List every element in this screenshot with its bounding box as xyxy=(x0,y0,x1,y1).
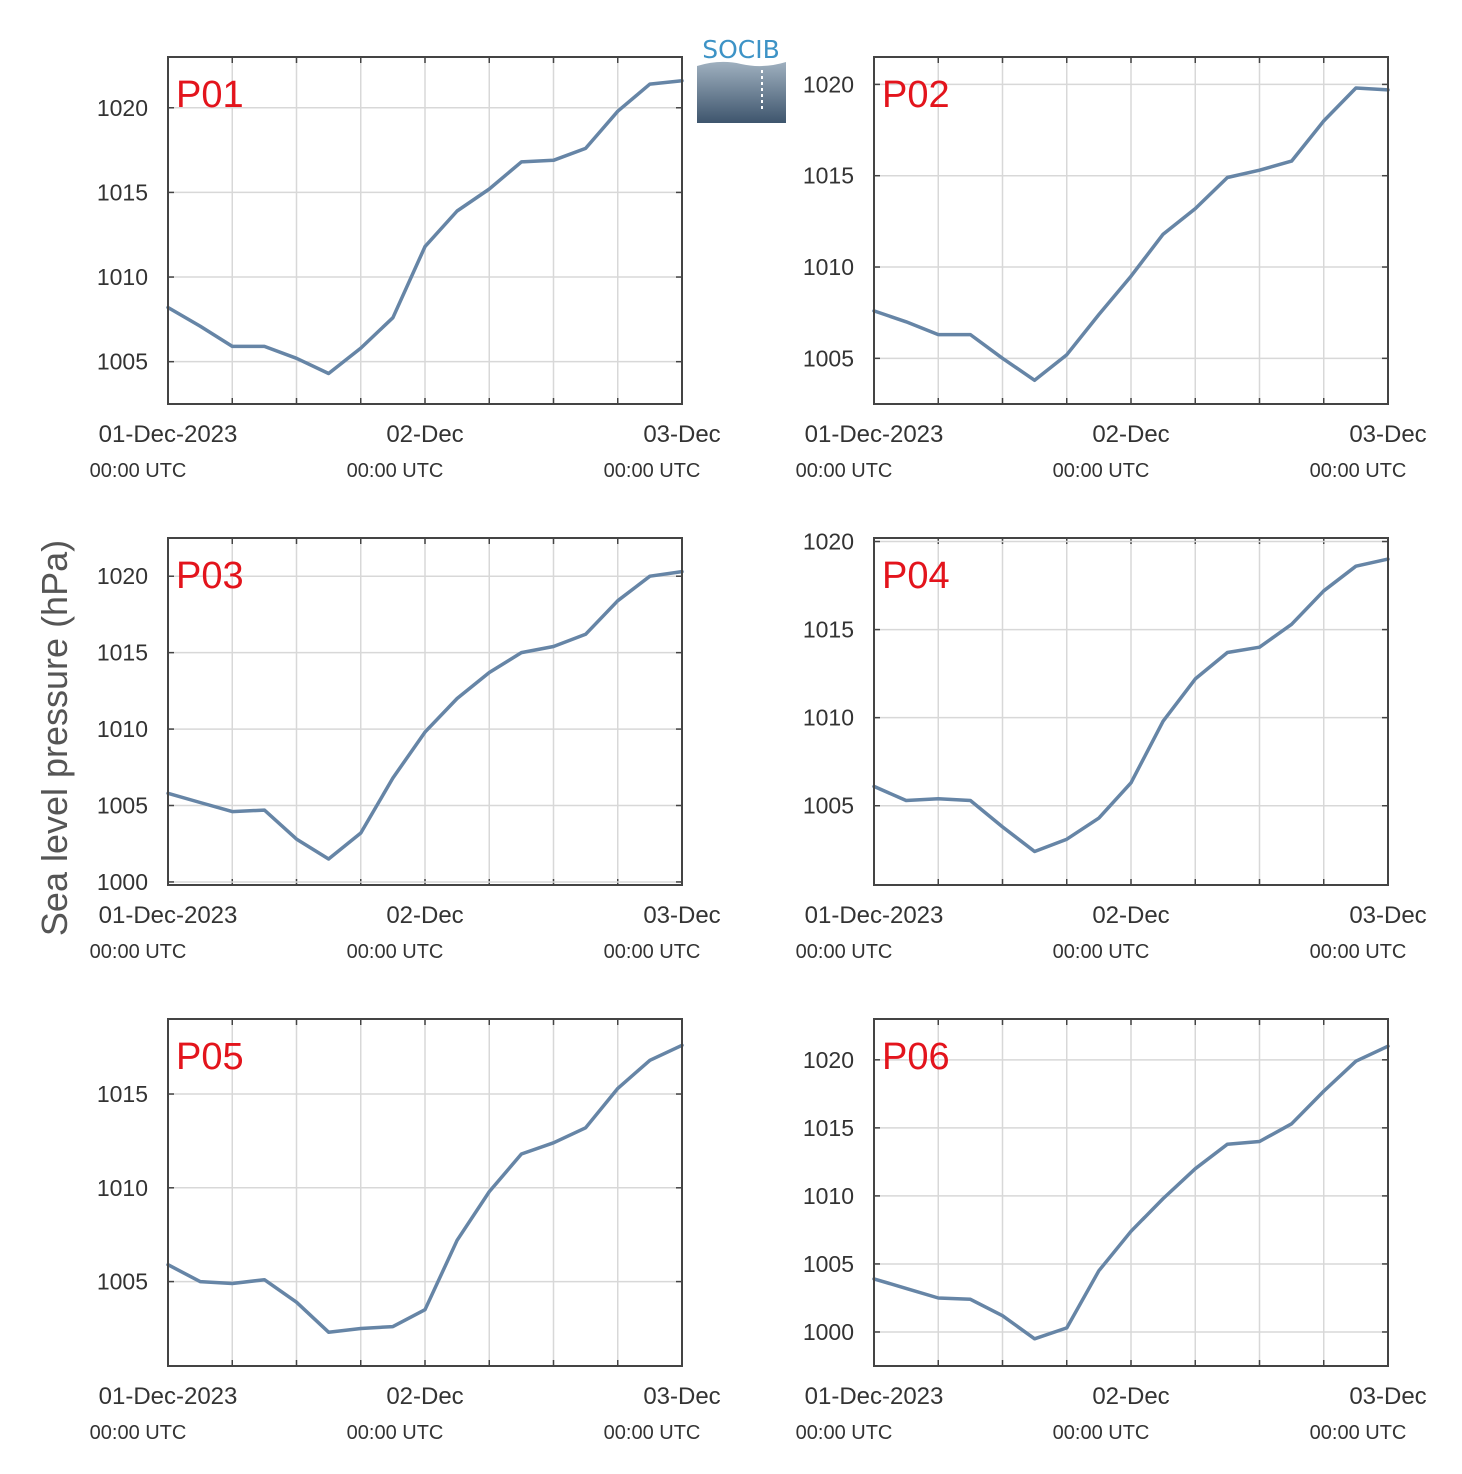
series-line xyxy=(872,86,1390,383)
y-tick-label: 1010 xyxy=(803,254,854,280)
y-tick-label: 1010 xyxy=(803,705,854,731)
y-tick-label: 1015 xyxy=(803,163,854,189)
y-tick-label: 1020 xyxy=(803,529,854,555)
panel-p06: 1000 1005 1010 1015 1020 01-Dec-2023 00:00 UTC… xyxy=(796,1018,1427,1444)
x-tick-label: 01-Dec-2023 xyxy=(805,1383,944,1410)
logo-text: SOCIB xyxy=(702,35,780,64)
series-line xyxy=(166,78,684,376)
x-tick-label: 01-Dec-2023 xyxy=(99,1383,238,1410)
y-tick-label: 1020 xyxy=(803,1047,854,1073)
x-tick-label: 03-Dec xyxy=(643,1383,720,1410)
y-tick-label: 1000 xyxy=(803,1319,854,1345)
x-tick-label: 03-Dec xyxy=(1349,1383,1426,1410)
x-tick-sublabel: 00:00 UTC xyxy=(347,1422,444,1444)
y-tick-label: 1005 xyxy=(803,345,854,371)
x-tick-label: 01-Dec-2023 xyxy=(99,902,238,929)
x-tick-label: 03-Dec xyxy=(1349,902,1426,929)
series-line xyxy=(872,557,1390,854)
y-tick-label: 1015 xyxy=(97,1081,148,1107)
y-tick-label: 1005 xyxy=(97,349,148,375)
y-tick-label: 1005 xyxy=(803,793,854,819)
panel-p03: 1000 1005 1010 1015 1020 01-Dec-2023 00:00 UTC… xyxy=(90,537,721,963)
series-line xyxy=(166,569,684,861)
x-tick-label: 01-Dec-2023 xyxy=(805,902,944,929)
x-tick-sublabel: 00:00 UTC xyxy=(604,941,701,963)
x-tick-sublabel: 00:00 UTC xyxy=(796,941,893,963)
x-tick-sublabel: 00:00 UTC xyxy=(347,941,444,963)
panel-p05: 1005 1010 1015 01-Dec-2023 00:00 UTC 02-Dec 00… xyxy=(90,1018,721,1444)
plot-frame xyxy=(167,537,683,886)
plot-frame xyxy=(873,56,1389,405)
panel-label: P03 xyxy=(176,555,244,597)
y-tick-label: 1015 xyxy=(97,640,148,666)
x-tick-label: 02-Dec xyxy=(386,1383,463,1410)
y-tick-label: 1015 xyxy=(803,1115,854,1141)
x-tick-sublabel: 00:00 UTC xyxy=(90,460,187,482)
x-tick-label: 02-Dec xyxy=(1092,902,1169,929)
series-line xyxy=(166,1043,684,1334)
y-tick-label: 1010 xyxy=(97,264,148,290)
x-tick-sublabel: 00:00 UTC xyxy=(604,460,701,482)
socib-logo: SOCIB xyxy=(697,35,786,123)
y-tick-label: 1020 xyxy=(97,95,148,121)
y-tick-label: 1010 xyxy=(97,1175,148,1201)
x-tick-label: 02-Dec xyxy=(1092,1383,1169,1410)
x-tick-sublabel: 00:00 UTC xyxy=(1053,460,1150,482)
x-tick-label: 02-Dec xyxy=(1092,421,1169,448)
x-tick-sublabel: 00:00 UTC xyxy=(1310,460,1407,482)
panel-label: P01 xyxy=(176,74,244,116)
x-tick-label: 03-Dec xyxy=(1349,421,1426,448)
x-tick-label: 03-Dec xyxy=(643,421,720,448)
y-tick-label: 1015 xyxy=(803,617,854,643)
panel-label: P05 xyxy=(176,1036,244,1078)
x-tick-sublabel: 00:00 UTC xyxy=(1053,1422,1150,1444)
y-tick-label: 1020 xyxy=(97,563,148,589)
x-tick-sublabel: 00:00 UTC xyxy=(1310,941,1407,963)
series-line xyxy=(872,1044,1390,1341)
panel-label: P06 xyxy=(882,1036,950,1078)
plot-frame xyxy=(873,1018,1389,1367)
panel-label: P04 xyxy=(882,555,950,597)
x-tick-sublabel: 00:00 UTC xyxy=(604,1422,701,1444)
y-tick-label: 1010 xyxy=(97,716,148,742)
y-tick-label: 1020 xyxy=(803,71,854,97)
x-tick-sublabel: 00:00 UTC xyxy=(90,1422,187,1444)
y-tick-label: 1005 xyxy=(97,1269,148,1295)
x-tick-sublabel: 00:00 UTC xyxy=(1310,1422,1407,1444)
y-tick-label: 1010 xyxy=(803,1183,854,1209)
panel-p02: 1005 1010 1015 1020 01-Dec-2023 00:00 UTC 02-D… xyxy=(796,56,1427,482)
plot-frame xyxy=(873,537,1389,886)
x-tick-label: 03-Dec xyxy=(643,902,720,929)
y-tick-label: 1005 xyxy=(97,793,148,819)
panels: 1005 1010 1015 1020 01-Dec-2023 00:00 UTC 02-D… xyxy=(90,56,1427,1444)
x-tick-sublabel: 00:00 UTC xyxy=(347,460,444,482)
y-axis-label: Sea level pressure (hPa) xyxy=(34,540,75,936)
y-tick-label: 1000 xyxy=(97,869,148,895)
x-tick-label: 01-Dec-2023 xyxy=(99,421,238,448)
x-tick-sublabel: 00:00 UTC xyxy=(796,1422,893,1444)
panel-label: P02 xyxy=(882,74,950,116)
panel-p01: 1005 1010 1015 1020 01-Dec-2023 00:00 UTC 02-D… xyxy=(90,56,721,482)
y-tick-label: 1015 xyxy=(97,179,148,205)
logo-wave-icon xyxy=(697,61,786,123)
x-tick-sublabel: 00:00 UTC xyxy=(1053,941,1150,963)
plot-frame xyxy=(167,1018,683,1367)
x-tick-label: 01-Dec-2023 xyxy=(805,421,944,448)
x-tick-label: 02-Dec xyxy=(386,421,463,448)
y-tick-label: 1005 xyxy=(803,1251,854,1277)
x-tick-sublabel: 00:00 UTC xyxy=(90,941,187,963)
plot-frame xyxy=(167,56,683,405)
x-tick-sublabel: 00:00 UTC xyxy=(796,460,893,482)
x-tick-label: 02-Dec xyxy=(386,902,463,929)
panel-p04: 1005 1010 1015 1020 01-Dec-2023 00:00 UTC 02-D… xyxy=(796,529,1427,963)
